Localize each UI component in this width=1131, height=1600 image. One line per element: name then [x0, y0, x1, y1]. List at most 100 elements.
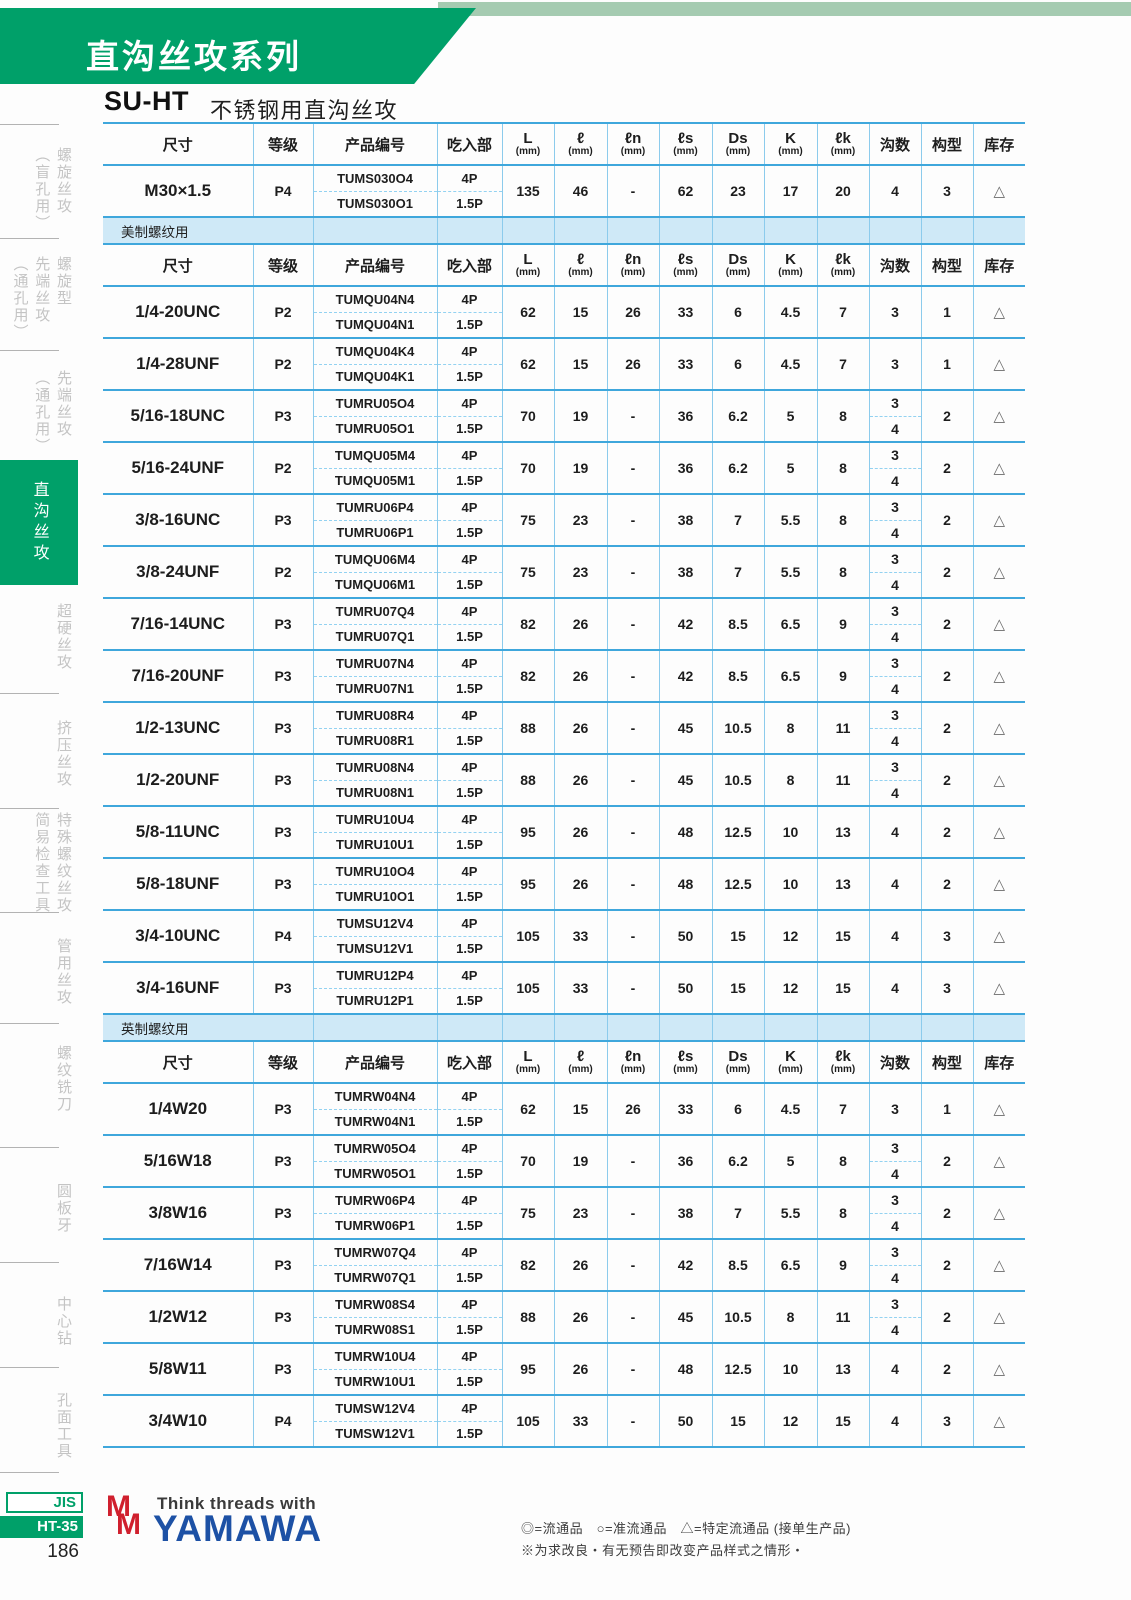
dim-ls-cell: 45	[658, 753, 712, 806]
series-header-banner	[0, 8, 476, 84]
dim-l-cell: 33	[553, 909, 607, 962]
dim-ls-cell: 50	[658, 909, 712, 962]
column-header-row: 尺寸 等级 产品编号 吃入部 L (mm) ℓ (mm) ℓn (mm) ℓs (mm) Ds (mm) K…	[103, 243, 1025, 287]
form-cell: 3	[920, 961, 973, 1014]
dim-l-cell: 33	[553, 961, 607, 1014]
sidebar-item-label: 挤压丝攻	[55, 720, 72, 788]
dim-K-cell: 6.5	[763, 649, 817, 702]
col-header-dim-l: ℓ (mm)	[553, 122, 607, 166]
dim-ls-cell: 45	[658, 701, 712, 754]
sidebar-item-forming-tap: 挤压丝攻	[52, 720, 74, 788]
form-cell: 2	[920, 597, 973, 650]
table-row: TUMRW07Q1 1.5P 4	[103, 1264, 1025, 1291]
dim-unit: (mm)	[778, 267, 803, 278]
yamawa-logo-icon: M M	[106, 1492, 152, 1546]
table-row: TUMRW10U1 1.5P	[103, 1368, 1025, 1395]
chamfer-cell: 4P	[436, 1082, 502, 1109]
dim-Ds-cell: 6.2	[711, 389, 764, 442]
sidebar-item-hole-tools: 孔面工具	[52, 1392, 74, 1460]
part-number-cell: TUMRU07Q4	[312, 597, 437, 624]
size-cell: 5/16W18	[103, 1134, 253, 1187]
dim-symbol: ℓs	[677, 251, 694, 268]
form-cell: 2	[920, 1134, 973, 1187]
flutes-cell: 4	[868, 1212, 921, 1239]
col-header-dim-L: L (mm)	[501, 122, 554, 166]
dim-lk-cell: 11	[816, 753, 869, 806]
stock-cell: △	[972, 649, 1025, 702]
dim-L-cell: 75	[501, 1186, 554, 1239]
dim-unit: (mm)	[830, 146, 856, 157]
grade-cell: P3	[252, 1186, 313, 1239]
form-cell: 3	[920, 1394, 973, 1447]
sidebar-item-label: （通孔用）	[33, 370, 51, 455]
side-index-divider	[0, 238, 59, 239]
section-band-cell	[658, 1013, 712, 1042]
part-number-cell: TUMRW06P4	[312, 1186, 437, 1213]
dim-l-cell: 26	[553, 805, 607, 858]
dim-symbol: Ds	[728, 130, 748, 147]
chamfer-cell: 4P	[436, 493, 502, 520]
table-row: 7/16-14UNC P3 TUMRU07Q4 4P 82 26-42 8.5 6.5 9 3 2 △	[103, 597, 1025, 650]
dim-L-cell: 95	[501, 805, 554, 858]
brand-name: YAMAWA	[153, 1508, 323, 1549]
dim-unit: (mm)	[778, 146, 803, 157]
dim-unit: (mm)	[515, 267, 541, 278]
dim-L-cell: 105	[501, 1394, 554, 1447]
dim-l-cell: 26	[553, 701, 607, 754]
part-number-cell: TUMQU06M4	[312, 545, 437, 572]
stock-cell: △	[972, 857, 1025, 910]
table-row: 1/4-20UNC P2 TUMQU04N4 4P 62 15 26 33 6 4.5 7 3 1 △	[103, 285, 1025, 338]
grade-cell: P3	[252, 389, 313, 442]
col-header-grade: 等级	[252, 122, 313, 166]
flutes-cell: 4	[868, 519, 921, 546]
dim-K-cell: 5	[763, 389, 817, 442]
part-number-cell: TUMRW10U4	[312, 1342, 437, 1369]
stock-cell: △	[972, 285, 1025, 338]
dim-unit: (mm)	[778, 1064, 803, 1075]
part-number-cell: TUMRU10U1	[312, 831, 437, 858]
dim-symbol: ℓk	[835, 130, 851, 147]
flutes-cell: 3	[868, 285, 921, 338]
logo-tagline: Think threads with	[157, 1494, 317, 1513]
dim-ls-cell: 50	[658, 1394, 712, 1447]
sidebar-item-label: （通孔用）	[11, 256, 29, 341]
grade-cell: P3	[252, 1342, 313, 1395]
chamfer-cell: 4P	[436, 1342, 502, 1369]
size-cell: 1/2-20UNF	[103, 753, 253, 806]
stock-cell: △	[972, 389, 1025, 442]
table-row: 3/4-16UNF P3 TUMRU12P4 4P 105 33-50 15 12 15 4 3 △	[103, 961, 1025, 1014]
dim-ln-cell: 26	[606, 1082, 659, 1135]
col-header-dim-ls: ℓs (mm)	[658, 243, 712, 287]
top-accent-strip	[438, 2, 1131, 16]
table-row: TUMRW05O1 1.5P 4	[103, 1160, 1025, 1187]
dim-Ds-cell: 10.5	[711, 701, 764, 754]
dim-unit: (mm)	[830, 267, 856, 278]
sidebar-item-label: 中心钻	[55, 1296, 72, 1347]
dim-lk-cell: 7	[816, 337, 869, 390]
chamfer-cell: 1.5P	[436, 1420, 502, 1447]
chamfer-cell: 1.5P	[436, 623, 502, 650]
chamfer-cell: 4P	[436, 857, 502, 884]
side-index-divider	[0, 350, 59, 351]
size-cell: 7/16-14UNC	[103, 597, 253, 650]
col-header-dim-ln: ℓn (mm)	[606, 1040, 659, 1084]
dim-K-cell: 10	[763, 1342, 817, 1395]
section-band-cell	[972, 1013, 1025, 1042]
sidebar-item-carbide-tap: 超硬丝攻	[52, 603, 74, 671]
dim-symbol: ℓ	[576, 1048, 585, 1065]
chamfer-cell: 4P	[436, 1134, 502, 1161]
flutes-cell: 3	[868, 1134, 921, 1161]
sidebar-item-label: 先端丝攻	[33, 256, 51, 324]
dim-symbol: ℓn	[624, 251, 642, 268]
col-header-chamfer: 吃入部	[436, 122, 502, 166]
chamfer-cell: 1.5P	[436, 675, 502, 702]
grade-cell: P2	[252, 285, 313, 338]
model-name: 不锈钢用直沟丝攻	[210, 98, 399, 123]
dim-lk-cell: 15	[816, 909, 869, 962]
section-band-cell	[312, 216, 437, 245]
chamfer-cell: 4P	[436, 1290, 502, 1317]
dim-K-cell: 5.5	[763, 545, 817, 598]
dim-ls-cell: 36	[658, 441, 712, 494]
chamfer-cell: 1.5P	[436, 935, 502, 962]
